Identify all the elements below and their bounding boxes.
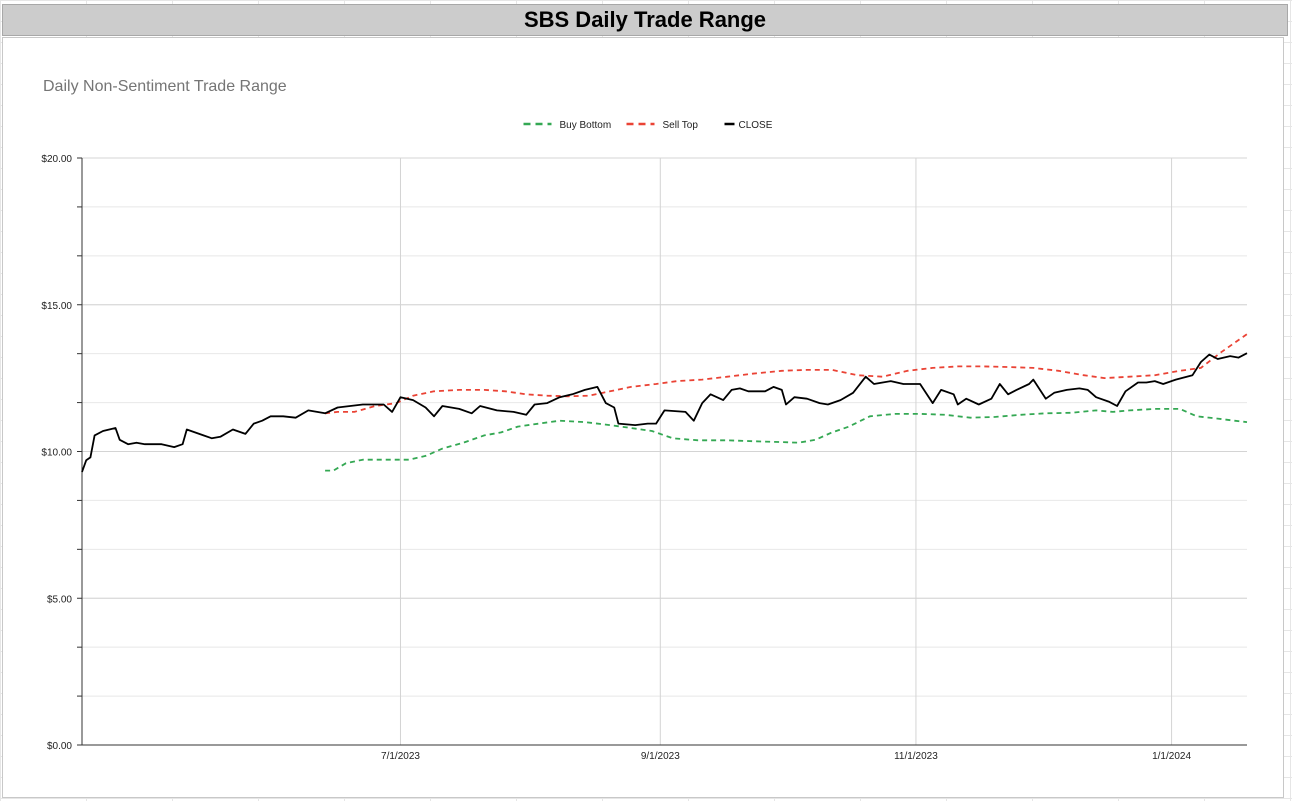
chart-title: Daily Non-Sentiment Trade Range bbox=[43, 78, 287, 95]
x-tick-label: 11/1/2023 bbox=[894, 751, 938, 762]
x-tick-label: 7/1/2023 bbox=[381, 751, 420, 762]
legend-item-buy-bottom[interactable]: Buy Bottom bbox=[523, 120, 612, 131]
axes: $0.00 $5.00 $10.00 $15.00 $20.00 7/1/2023 9/1/… bbox=[41, 154, 1247, 762]
y-tick-label: $0.00 bbox=[47, 741, 72, 752]
line-chart: Daily Non-Sentiment Trade Range $0.00 $5.… bbox=[41, 78, 1248, 762]
chart-panel[interactable]: Daily Non-Sentiment Trade Range $0.00 $5.… bbox=[2, 37, 1284, 798]
sheet-title: SBS Daily Trade Range bbox=[523, 7, 767, 32]
y-tick-label: $20.00 bbox=[41, 154, 72, 165]
legend-label: CLOSE bbox=[739, 120, 773, 131]
sheet-title-bar[interactable]: SBS Daily Trade Range bbox=[2, 4, 1288, 36]
series-lines bbox=[81, 333, 1248, 473]
series-line-close[interactable] bbox=[81, 352, 1248, 473]
y-tick-label: $15.00 bbox=[41, 301, 72, 312]
series-line-buy-bottom[interactable] bbox=[325, 408, 1248, 472]
y-tick-label: $10.00 bbox=[41, 448, 72, 459]
legend-item-sell-top[interactable]: Sell Top bbox=[626, 120, 699, 131]
x-tick-label: 1/1/2024 bbox=[1152, 751, 1191, 762]
legend[interactable]: Buy Bottom Sell Top CLOSE bbox=[523, 120, 773, 131]
x-tick-label: 9/1/2023 bbox=[641, 751, 680, 762]
legend-label: Sell Top bbox=[663, 120, 699, 131]
y-tick-label: $5.00 bbox=[47, 594, 72, 605]
legend-item-close[interactable]: CLOSE bbox=[724, 120, 773, 131]
grid-lines bbox=[82, 157, 1247, 746]
legend-label: Buy Bottom bbox=[560, 120, 612, 131]
